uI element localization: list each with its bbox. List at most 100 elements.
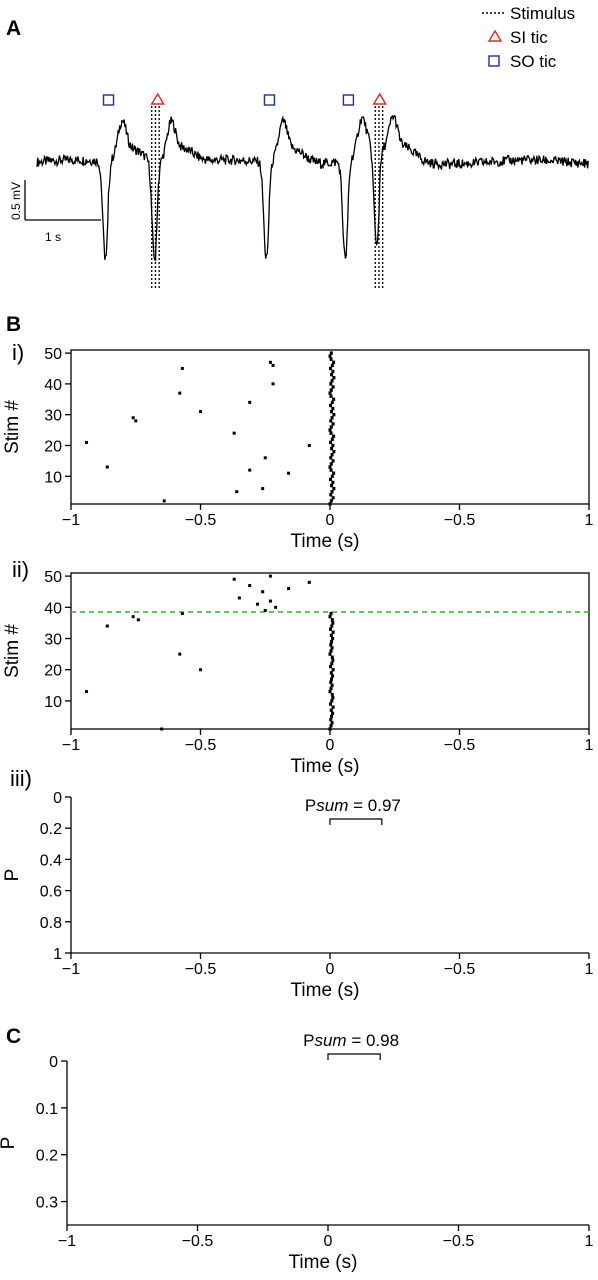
stim-aligned-spike	[330, 379, 334, 383]
y-tick-label: 1	[53, 946, 62, 963]
stim-aligned-spike	[330, 400, 334, 405]
y-tick-label: 50	[44, 346, 62, 363]
triangle-icon	[372, 92, 387, 105]
spike-point	[248, 468, 252, 472]
x-tick-label: 0	[326, 961, 335, 978]
triangle-icon	[150, 92, 165, 105]
stim-aligned-spike	[328, 727, 332, 731]
spike-point	[162, 499, 166, 503]
x-axis-title: Time (s)	[291, 756, 360, 777]
stim-aligned-spike	[330, 372, 334, 377]
panel-letter-b: B	[6, 313, 21, 336]
stim-aligned-spike	[329, 680, 333, 684]
x-tick-label: −0.5	[444, 961, 476, 978]
stim-aligned-spike	[329, 643, 333, 647]
stim-aligned-spike	[332, 486, 336, 491]
stim-aligned-spike	[329, 440, 333, 445]
stim-aligned-spike	[331, 443, 335, 448]
panel-a: A Stimulus SI tic SO tic 0.5 mV 1 s	[6, 4, 589, 290]
y-tick-label: 10	[44, 694, 62, 711]
spike-point	[105, 465, 109, 469]
psum-subscript: sum	[316, 796, 348, 815]
spike-point	[271, 382, 275, 386]
stim-aligned-spike	[332, 449, 336, 454]
stim-aligned-spike	[330, 624, 334, 628]
spike-point	[263, 456, 267, 460]
event-markers	[102, 92, 387, 106]
y-tick-label: 30	[44, 632, 62, 649]
y-axis-title: Stim #	[2, 624, 23, 678]
raster-chart-i: −1 −0.5 0 −0.5 1 10 20 30 40 50 Time (s) Stim #	[2, 346, 594, 552]
spike-point	[255, 602, 259, 606]
stim-aligned-spike	[329, 477, 333, 482]
psum-subscript: sum	[314, 1031, 346, 1050]
stim-aligned-spike	[332, 397, 336, 401]
stim-aligned-spike	[329, 686, 333, 691]
scale-bar-y-label: 0.5 mV	[9, 182, 23, 220]
stim-aligned-spike	[331, 621, 335, 625]
panel-letter-c: C	[6, 1025, 21, 1048]
stim-aligned-spike	[329, 388, 333, 392]
y-tick-label: 0.3	[36, 1195, 58, 1212]
stim-aligned-spike	[328, 354, 332, 358]
stim-aligned-spike	[330, 683, 334, 688]
stim-aligned-spike	[328, 465, 332, 469]
stim-aligned-spike	[329, 366, 333, 371]
spike-point	[232, 431, 236, 435]
y-tick-label: 0.6	[40, 884, 62, 901]
y-tick-label: 0.2	[36, 1148, 58, 1165]
square-icon	[342, 94, 355, 106]
spike-point	[85, 440, 89, 444]
stim-aligned-spike	[330, 489, 334, 494]
y-tick-label: 0.1	[36, 1101, 58, 1118]
stim-aligned-spike	[330, 437, 334, 442]
stim-aligned-spike	[330, 692, 334, 697]
spike-point	[287, 471, 291, 475]
stim-aligned-spike	[328, 689, 332, 694]
stim-aligned-spike	[330, 655, 334, 659]
y-tick-label: 10	[44, 469, 62, 486]
spike-point	[307, 443, 311, 447]
spike-point	[261, 487, 265, 491]
stim-aligned-spike	[330, 714, 334, 719]
x-tick-label: −0.5	[185, 512, 217, 529]
y-axis-title: P	[2, 869, 23, 882]
y-tick-label: 30	[44, 408, 62, 425]
spike-point	[271, 363, 275, 367]
y-axis-title: Stim #	[2, 400, 23, 454]
sub-label-i: i)	[12, 340, 24, 365]
y-tick-label: 20	[44, 438, 62, 455]
panel-a-legend: Stimulus SI tic SO tic	[482, 4, 575, 71]
sub-label-iii: iii)	[10, 766, 32, 791]
spike-point	[248, 400, 252, 404]
spike-point	[268, 599, 272, 603]
stim-aligned-spike	[329, 499, 333, 503]
stim-aligned-spike	[329, 468, 333, 472]
spike-point	[263, 608, 267, 612]
y-tick-label: 20	[44, 663, 62, 680]
stim-aligned-spike	[329, 357, 333, 361]
legend-stimulus-label: Stimulus	[510, 4, 575, 23]
scale-bar-x-label: 1 s	[45, 230, 61, 244]
stim-aligned-spike	[329, 671, 333, 675]
y-axis-title: P	[0, 1137, 19, 1150]
y-tick-label: 0.2	[40, 821, 62, 838]
stim-aligned-spike	[330, 409, 334, 414]
psum-bracket	[329, 818, 383, 825]
voltage-trace	[36, 114, 589, 262]
spike-point	[237, 596, 241, 600]
y-tick-label: 0.8	[40, 915, 62, 932]
stim-aligned-spike	[329, 627, 333, 631]
y-tick-label: 50	[44, 569, 62, 586]
spike-point	[261, 590, 265, 594]
x-tick-label: −1	[62, 961, 80, 978]
stim-aligned-spike	[331, 630, 335, 634]
stim-aligned-spike	[328, 391, 332, 395]
stim-aligned-spike	[330, 416, 334, 420]
spike-point	[160, 727, 164, 731]
x-tick-label: 0	[326, 512, 335, 529]
stim-aligned-spike	[329, 708, 333, 712]
stim-aligned-spike	[328, 614, 332, 619]
